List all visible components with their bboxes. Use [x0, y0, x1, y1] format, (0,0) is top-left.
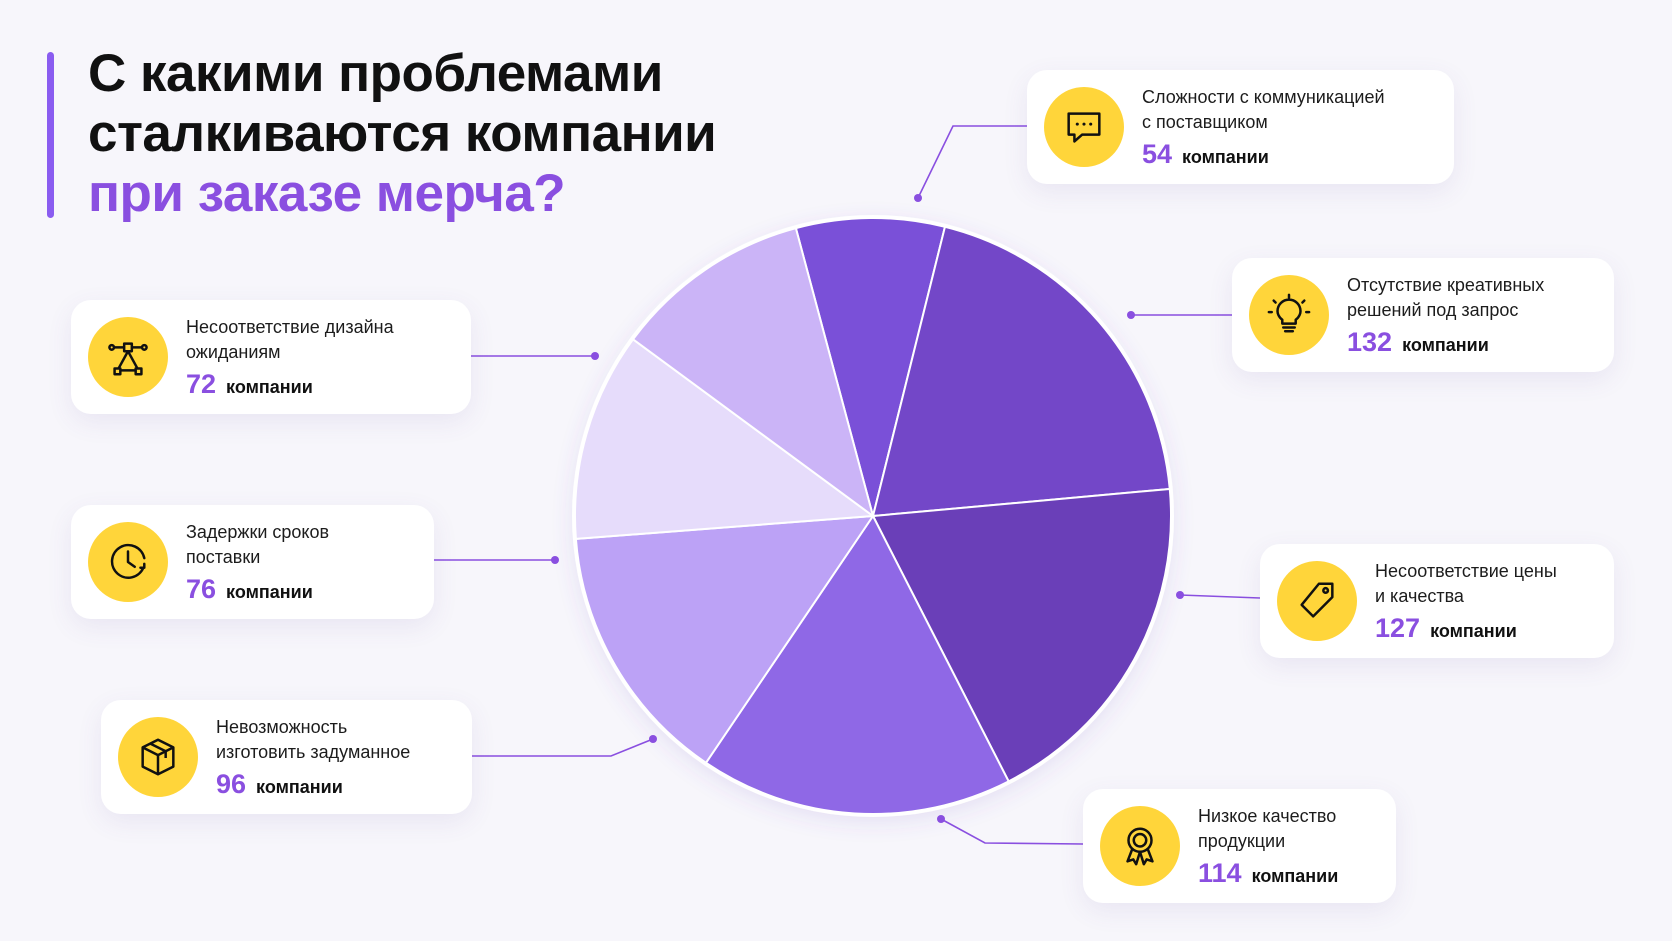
pie-slice-3 [871, 487, 1172, 783]
card-label-line-2: продукции [1198, 831, 1286, 851]
pie-slices [574, 217, 1172, 815]
leader-dot-4 [937, 815, 945, 823]
card-value: 132 [1347, 327, 1393, 357]
leader-lines [434, 125, 1261, 845]
card-label-line-1: Низкое качество [1198, 806, 1337, 826]
pie-slice-4 [704, 514, 1010, 815]
title-line-3: при заказе мерча? [88, 164, 566, 223]
leader-dot-1 [914, 194, 922, 202]
card-unit: компании [1430, 621, 1517, 641]
lightbulb-icon [1249, 275, 1329, 355]
card-label-line-1: Задержки сроков [186, 522, 330, 542]
card-value: 54 [1142, 139, 1173, 169]
card-label-line-1: Несоответствие дизайна [186, 317, 394, 337]
leader-line-5 [472, 738, 654, 757]
leader-dot-3 [1176, 591, 1184, 599]
pie-slice-6 [574, 337, 876, 540]
card-unit: компании [1251, 866, 1339, 886]
leader-dot-2 [1127, 311, 1135, 319]
pie-slice-1 [794, 217, 947, 520]
card-label-line-1: Сложности с коммуникацией [1142, 87, 1385, 107]
leader-line-1 [917, 125, 1027, 199]
card-impossible: Невозможность изготовить задуманное 96 к… [101, 700, 472, 814]
page-title: С какими проблемами сталкиваются компани… [88, 44, 717, 224]
card-unit: компании [1402, 335, 1489, 355]
leader-dot-7 [591, 352, 599, 360]
leader-dot-6 [551, 556, 559, 564]
leader-line-4 [940, 818, 1084, 845]
price-tag-icon [1277, 561, 1357, 641]
card-value: 76 [186, 574, 217, 604]
card-value: 96 [216, 769, 247, 799]
title-line-2: сталкиваются компании [88, 104, 717, 163]
card-label-line-2: и качества [1375, 586, 1464, 606]
card-label-line-1: Отсутствие креативных [1347, 275, 1545, 295]
clock-icon [88, 522, 168, 602]
card-label-line-2: поставки [186, 547, 261, 567]
leader-dot-5 [649, 735, 657, 743]
card-label-line-2: решений под запрос [1347, 300, 1519, 320]
card-label-line-1: Невозможность [216, 717, 348, 737]
title-line-1: С какими проблемами [88, 44, 663, 103]
card-label-line-1: Несоответствие цены [1375, 561, 1557, 581]
card-price-quality: Несоответствие цены и качества 127 компа… [1260, 544, 1614, 658]
pie-slice-5 [574, 514, 875, 765]
box-icon [118, 717, 198, 797]
card-label-line-2: ожиданиям [186, 342, 281, 362]
pie-slice-2 [871, 225, 1171, 518]
card-unit: компании [226, 377, 313, 397]
card-unit: компании [226, 582, 313, 602]
card-design: Несоответствие дизайна ожиданиям 72 комп… [71, 300, 471, 414]
card-low-quality: Низкое качество продукции 114 компании [1083, 789, 1396, 903]
card-label-line-2: изготовить задуманное [216, 742, 411, 762]
card-unit: компании [256, 777, 343, 797]
card-value: 127 [1375, 613, 1421, 643]
card-unit: компании [1182, 147, 1269, 167]
card-label-line-2: с поставщиком [1142, 112, 1268, 132]
design-pen-icon [88, 317, 168, 397]
award-ribbon-icon [1100, 806, 1180, 886]
card-creative: Отсутствие креативных решений под запрос… [1232, 258, 1614, 372]
leader-line-3 [1179, 594, 1261, 599]
message-bubble-icon [1044, 87, 1124, 167]
card-delays: Задержки сроков поставки 76 компании [71, 505, 434, 619]
card-value: 72 [186, 369, 217, 399]
title-accent-bar [47, 52, 54, 218]
pie-slice-7 [631, 226, 875, 519]
card-communication: Сложности с коммуникацией с поставщиком … [1027, 70, 1454, 184]
card-value: 114 [1198, 858, 1242, 888]
